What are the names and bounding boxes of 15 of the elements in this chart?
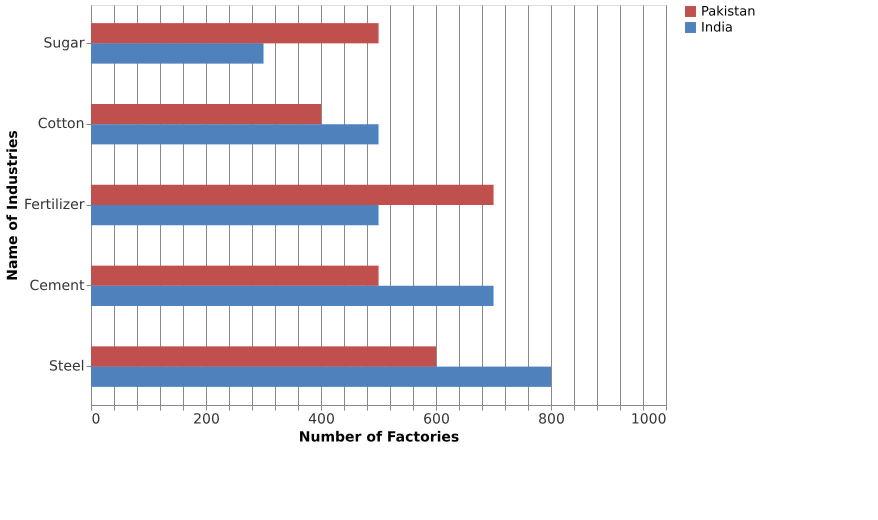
x-tick-label: 400 (308, 412, 335, 428)
x-tick-label: 1000 (630, 412, 666, 428)
y-tick-label: Cotton (38, 116, 84, 132)
legend-label: India (701, 20, 733, 36)
y-tick-label: Fertilizer (24, 197, 85, 213)
x-tick-label: 200 (193, 412, 220, 428)
x-tick-label: 800 (538, 412, 565, 428)
y-tick-label: Cement (29, 278, 85, 294)
y-tick-label: Sugar (44, 35, 85, 52)
x-axis-title: Number of Factories (298, 430, 460, 446)
y-axis-title: Name of Industries (4, 130, 21, 281)
y-tick-label: Steel (49, 358, 84, 375)
x-tick-label: 600 (423, 412, 450, 428)
legend-label: Pakistan (701, 4, 756, 20)
x-tick-label: 0 (92, 412, 100, 428)
